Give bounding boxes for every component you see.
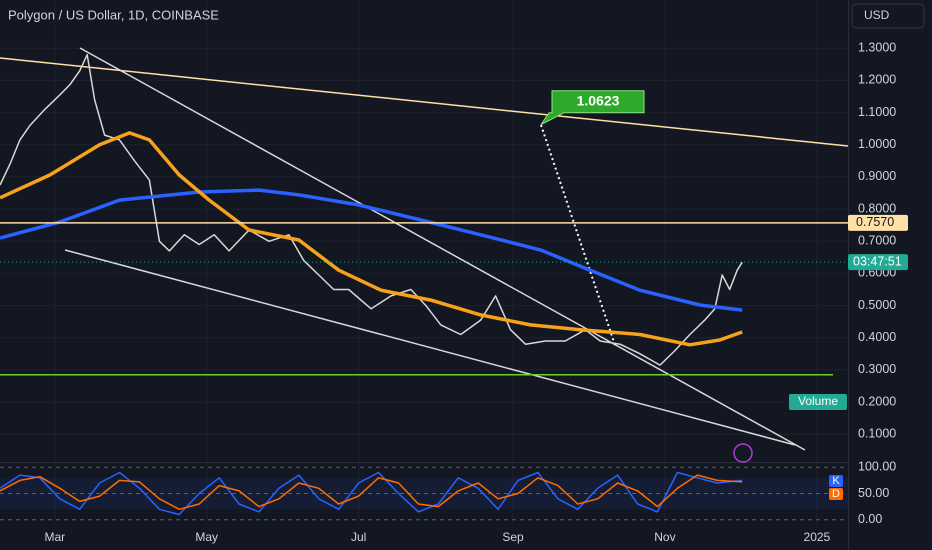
x-tick-label: May [195, 530, 218, 544]
level-label: 0.7570 [856, 215, 894, 229]
y-tick-label: 0.3000 [858, 362, 896, 376]
y-tick-label: 0.5000 [858, 298, 896, 312]
x-tick-label: 2025 [804, 530, 831, 544]
y-tick-label: 1.3000 [858, 41, 896, 55]
y-tick-label: 1.0000 [858, 137, 896, 151]
stoch-legend: K [832, 475, 840, 487]
stoch-tick-label: 100.00 [858, 460, 896, 474]
volume-label: Volume [798, 394, 838, 408]
event-icon[interactable] [733, 443, 753, 463]
stoch-tick-label: 0.00 [858, 512, 882, 526]
y-tick-label: 0.9000 [858, 169, 896, 183]
annotation-box [540, 90, 645, 126]
chart-title: Polygon / US Dollar, 1D, COINBASE [8, 7, 219, 22]
axis-separator [848, 0, 849, 550]
annotation-text: 1.0623 [577, 92, 620, 108]
trend-line [0, 57, 849, 147]
y-tick-label: 0.1000 [858, 427, 896, 441]
measure-line [540, 124, 616, 346]
y-tick-label: 1.2000 [858, 73, 896, 87]
moving-average [0, 131, 743, 347]
trend-line [79, 47, 806, 451]
x-tick-label: Mar [44, 530, 65, 544]
x-tick-label: Jul [351, 530, 366, 544]
y-tick-label: 0.2000 [858, 394, 896, 408]
x-tick-label: Sep [502, 530, 524, 544]
x-tick-label: Nov [654, 530, 675, 544]
stoch-line [0, 474, 743, 511]
stoch-legend-box [829, 488, 843, 500]
level-label-box [848, 214, 908, 231]
currency[interactable]: USD [864, 8, 890, 22]
grid [0, 0, 848, 525]
plot [0, 53, 848, 516]
stoch-tick-label: 50.00 [858, 486, 889, 500]
y-tick-label: 1.1000 [858, 105, 896, 119]
trend-line [64, 249, 796, 446]
stoch-legend: D [832, 488, 840, 500]
stoch-legend-box [829, 475, 843, 487]
y-tick-label: 0.4000 [858, 330, 896, 344]
moving-average [0, 188, 743, 312]
countdown-box [848, 254, 908, 271]
y-tick-label: 0.7000 [858, 234, 896, 248]
volume-label-box [789, 394, 847, 410]
pane-separator [0, 462, 848, 463]
currency-button[interactable] [851, 3, 925, 29]
countdown: 03:47:51 [853, 254, 902, 268]
y-tick-label: 0.8000 [858, 201, 896, 215]
price-line [0, 53, 743, 366]
stoch-line [0, 471, 743, 516]
